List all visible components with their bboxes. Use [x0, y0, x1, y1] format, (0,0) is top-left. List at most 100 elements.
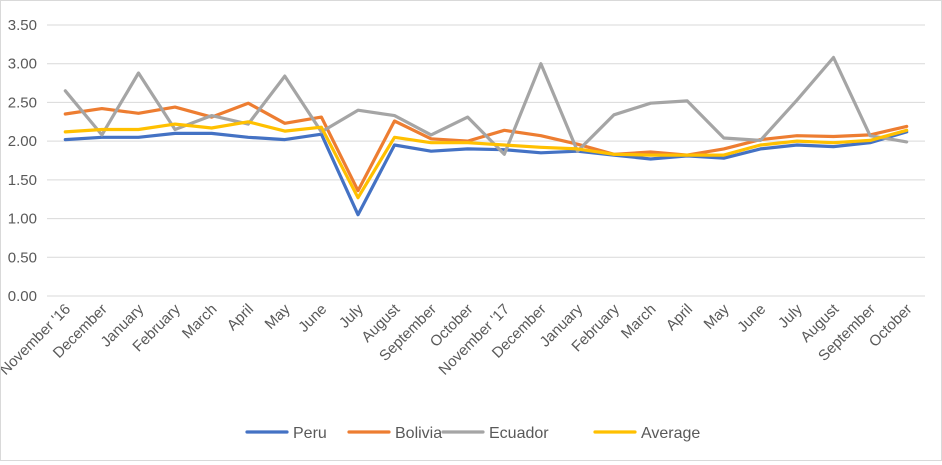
data-point — [759, 139, 762, 141]
data-point — [869, 142, 871, 144]
data-point — [796, 99, 798, 101]
legend-label: Peru — [293, 425, 327, 442]
data-point — [467, 148, 469, 150]
series-line-ecuador — [63, 55, 909, 156]
data-point — [430, 150, 432, 152]
legend-item-bolivia: Bolivia — [347, 425, 442, 442]
data-point — [211, 115, 213, 117]
data-point — [650, 158, 652, 160]
data-point — [613, 153, 615, 155]
data-point — [686, 154, 688, 156]
x-tick-label: July — [775, 300, 806, 331]
series-line-peru — [63, 130, 909, 217]
data-point — [540, 135, 542, 137]
legend-item-average: Average — [593, 425, 700, 442]
data-point — [137, 136, 140, 138]
data-point — [320, 116, 322, 118]
x-tick-label: May — [701, 300, 733, 332]
data-point — [723, 137, 725, 139]
data-point — [101, 128, 103, 131]
data-point — [832, 56, 835, 59]
data-point — [832, 146, 835, 148]
data-point — [357, 214, 359, 216]
data-point — [759, 144, 762, 146]
data-point — [284, 75, 286, 77]
data-point — [357, 197, 359, 199]
y-tick-label: 0.50 — [8, 249, 37, 266]
data-point — [832, 135, 835, 138]
y-axis-tick-labels: 0.00 0.50 1.00 1.50 2.00 2.50 3.00 3.50 — [8, 17, 37, 305]
x-tick-label: June — [734, 301, 769, 336]
data-point — [393, 136, 396, 138]
gridlines — [47, 24, 925, 297]
data-point — [430, 142, 432, 144]
data-point — [906, 141, 908, 143]
data-point — [101, 108, 103, 110]
data-point — [430, 138, 432, 140]
data-point — [723, 154, 725, 156]
data-point — [174, 123, 176, 125]
legend-label: Bolivia — [395, 425, 442, 442]
data-point — [759, 148, 762, 150]
data-point — [64, 139, 66, 141]
data-point — [576, 150, 579, 152]
x-tick-label: April — [224, 301, 257, 334]
legend-item-ecuador: Ecuador — [441, 425, 549, 442]
data-point — [211, 127, 213, 129]
data-point — [869, 139, 871, 141]
data-point — [540, 63, 542, 65]
data-point — [832, 142, 835, 144]
data-point — [137, 112, 140, 114]
y-tick-label: 3.50 — [8, 17, 37, 34]
data-point — [650, 102, 652, 104]
data-point — [320, 133, 322, 135]
data-point — [540, 146, 542, 148]
data-point — [576, 148, 579, 150]
data-point — [174, 106, 176, 108]
y-tick-label: 0.00 — [8, 288, 37, 305]
y-tick-label: 1.00 — [8, 211, 37, 228]
data-point — [650, 151, 652, 153]
data-point — [576, 143, 579, 145]
data-point — [174, 128, 176, 131]
data-point — [357, 190, 359, 192]
y-tick-label: 2.00 — [8, 133, 37, 150]
data-point — [284, 139, 286, 141]
x-tick-label: April — [663, 301, 696, 334]
data-point — [796, 144, 798, 146]
data-point — [467, 116, 469, 118]
data-point — [320, 126, 322, 128]
data-point — [64, 90, 66, 92]
legend-label: Ecuador — [489, 425, 549, 442]
data-point — [247, 136, 249, 138]
x-tick-label: March — [618, 301, 659, 342]
data-point — [357, 109, 359, 111]
data-point — [247, 123, 249, 125]
data-point — [503, 129, 505, 131]
legend: Peru Bolivia Ecuador Average — [245, 425, 700, 442]
data-point — [906, 129, 908, 131]
x-tick-label: July — [336, 300, 367, 331]
data-point — [284, 130, 286, 132]
data-point — [393, 144, 396, 146]
data-point — [137, 128, 140, 131]
data-point — [284, 122, 286, 124]
legend-label: Average — [641, 425, 700, 442]
data-point — [540, 152, 542, 154]
data-point — [503, 153, 505, 155]
data-point — [247, 102, 249, 104]
y-tick-label: 2.50 — [8, 94, 37, 111]
y-tick-label: 1.50 — [8, 172, 37, 189]
data-point — [211, 132, 213, 134]
data-point — [650, 154, 652, 156]
data-point — [174, 132, 176, 134]
x-tick-label: May — [262, 300, 294, 332]
data-point — [723, 157, 725, 159]
data-point — [393, 115, 396, 117]
data-point — [64, 131, 66, 133]
data-point — [613, 114, 615, 116]
data-point — [869, 135, 871, 137]
data-point — [723, 148, 725, 150]
data-point — [101, 136, 103, 138]
